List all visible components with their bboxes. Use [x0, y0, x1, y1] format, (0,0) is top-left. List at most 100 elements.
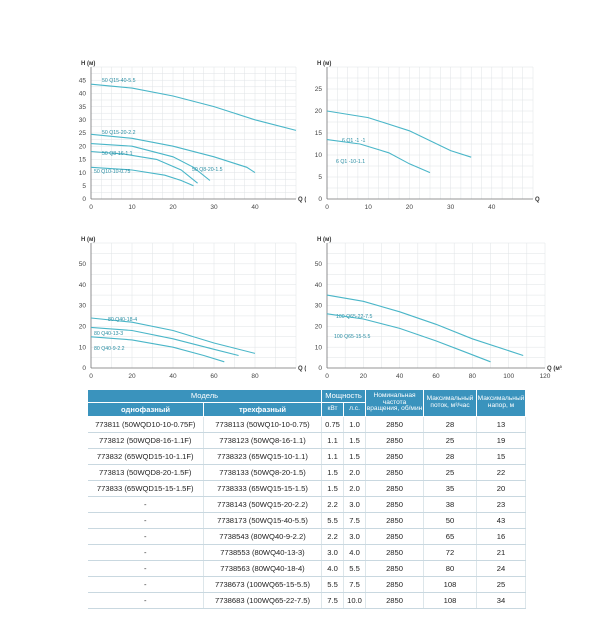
series-label: 80 Q40-9-2.2	[94, 346, 125, 352]
table-cell: 13	[476, 416, 527, 433]
series-label: 100 Q65-15-5.5	[334, 334, 370, 340]
y-axis-label: H (м)	[317, 237, 331, 243]
table-cell: 773812 (50WQD8-16-1.1F)	[87, 432, 204, 449]
y-tick-label: 15	[79, 157, 87, 164]
y-tick-label: 30	[315, 303, 323, 310]
table-cell: 7738673 (100WQ65-15-5.5)	[203, 576, 323, 593]
header-power: Мощность	[321, 389, 367, 403]
x-tick-label: 20	[406, 204, 414, 211]
series-line	[90, 133, 256, 174]
table-cell: 1.1	[321, 432, 345, 449]
table-cell: 21	[476, 544, 527, 561]
series-line	[326, 294, 524, 357]
table-cell: 0.75	[321, 416, 345, 433]
table-row: -7738683 (100WQ65-22-7.5) 7.5 10.0 2850 108 3…	[87, 592, 527, 609]
table-cell: -	[87, 496, 204, 513]
table-cell: 1.5	[343, 432, 367, 449]
table-cell: 2850	[365, 560, 425, 577]
x-tick-label: 0	[325, 204, 329, 211]
header-kw: кВт	[321, 402, 345, 417]
table-cell: 108	[423, 576, 478, 593]
table-cell: 19	[476, 432, 527, 449]
table-cell: 80	[423, 560, 478, 577]
series-line	[326, 313, 491, 363]
table-cell: 7738133 (50WQ8-20-1.5)	[203, 464, 323, 481]
header-model: Модель	[86, 389, 323, 403]
table-cell: 22	[476, 464, 527, 481]
table-cell: 2850	[365, 448, 425, 465]
table-row: 773832 (65WQD15-10-1.1F) 7738323 (65WQ15-…	[87, 448, 527, 465]
x-tick-label: 60	[210, 373, 218, 380]
y-axis-label: H (м)	[81, 61, 95, 67]
x-tick-label: 40	[169, 373, 177, 380]
series-line	[90, 326, 239, 357]
x-tick-label: 0	[89, 373, 93, 380]
y-tick-label: 5	[82, 183, 86, 190]
table-cell: 28	[423, 416, 478, 433]
table-cell: 2850	[365, 576, 425, 593]
y-tick-label: 40	[79, 282, 87, 289]
table-cell: 7738123 (50WQ8-16-1.1)	[203, 432, 323, 449]
x-tick-label: 10	[128, 204, 136, 211]
x-tick-label: 20	[128, 373, 136, 380]
table-cell: 4.0	[343, 544, 367, 561]
series-line	[90, 83, 297, 131]
table-cell: -	[87, 528, 204, 545]
table-cell: 7738173 (50WQ15-40-5.5)	[203, 512, 323, 529]
x-tick-label: 20	[169, 204, 177, 211]
y-tick-label: 45	[79, 77, 87, 84]
y-tick-label: 0	[318, 196, 322, 203]
table-cell: 5.5	[343, 560, 367, 577]
table-row: -7738673 (100WQ65-15-5.5) 5.5 7.5 2850 108 25	[87, 576, 527, 593]
x-axis-label: Q (м³/ч)	[298, 196, 306, 203]
y-tick-label: 0	[318, 365, 322, 372]
table-cell: 24	[476, 560, 527, 577]
y-tick-label: 25	[79, 130, 87, 137]
header-flow: Максимальный поток, м³/час	[423, 389, 478, 417]
series-label: 80 Q40-18-4	[108, 317, 137, 323]
table-cell: 773833 (65WQD15-15-1.5F)	[87, 480, 204, 497]
table-cell: 50	[423, 512, 478, 529]
y-axis-label: H (м)	[81, 237, 95, 243]
table-row: -7738143 (50WQ15-20-2.2) 2.2 3.0 2850 38 23	[87, 496, 527, 513]
table-cell: 15	[476, 448, 527, 465]
table-cell: 2850	[365, 480, 425, 497]
table-cell: 1.5	[321, 480, 345, 497]
series-line	[90, 143, 211, 181]
y-tick-label: 20	[79, 324, 87, 331]
x-axis-label: Q (м³/ч)	[535, 196, 540, 203]
table-cell: -	[87, 576, 204, 593]
series-label: 50 Q10-10-0.75	[94, 169, 130, 175]
series-label: 6 Q1 -10-1.1	[336, 159, 365, 165]
pump-curve-chart-4: 0 20 40 60 80 100 120 0 10 20 30 40 50 H (м) Q (м³/ч) 1…	[315, 237, 562, 380]
y-tick-label: 15	[315, 130, 323, 137]
series-line	[326, 110, 472, 158]
table-cell: 2.2	[321, 496, 345, 513]
table-cell: 2850	[365, 528, 425, 545]
table-cell: 7738143 (50WQ15-20-2.2)	[203, 496, 323, 513]
pump-curve-chart-3: 0 20 40 60 80 0 10 20 30 40 50 H (м) Q (м³/ч) 80 Q40-…	[79, 237, 306, 380]
x-tick-label: 0	[89, 204, 93, 211]
y-tick-label: 20	[79, 143, 87, 150]
header-hp: л.с.	[343, 402, 367, 417]
y-tick-label: 25	[315, 86, 323, 93]
table-row: -7738553 (80WQ40-13-3) 3.0 4.0 2850 72 21	[87, 544, 527, 561]
table-row: -7738173 (50WQ15-40-5.5) 5.5 7.5 2850 50 43	[87, 512, 527, 529]
y-tick-label: 5	[318, 174, 322, 181]
x-axis-label: Q (м³/ч)	[298, 365, 306, 372]
series-line	[90, 166, 194, 187]
table-cell: 2850	[365, 512, 425, 529]
y-tick-label: 50	[79, 261, 87, 268]
table-cell: 108	[423, 592, 478, 609]
table-cell: 3.0	[343, 528, 367, 545]
grid	[90, 242, 297, 369]
series-label: 50 Q15-20-2.2	[102, 130, 136, 136]
table-cell: 28	[423, 448, 478, 465]
table-cell: 7738113 (50WQ10-10-0.75)	[203, 416, 323, 433]
y-tick-label: 10	[315, 152, 323, 159]
y-tick-label: 35	[79, 104, 87, 111]
series-line	[90, 317, 256, 354]
table-row: 773813 (50WQD8-20-1.5F) 7738133 (50WQ8-20…	[87, 464, 527, 481]
pump-curve-chart-2: 0 10 20 30 40 0 5 10 15 20 25 H (м) Q (м³/ч) 6 Q1 -1 …	[315, 61, 540, 211]
table-cell: -	[87, 592, 204, 609]
